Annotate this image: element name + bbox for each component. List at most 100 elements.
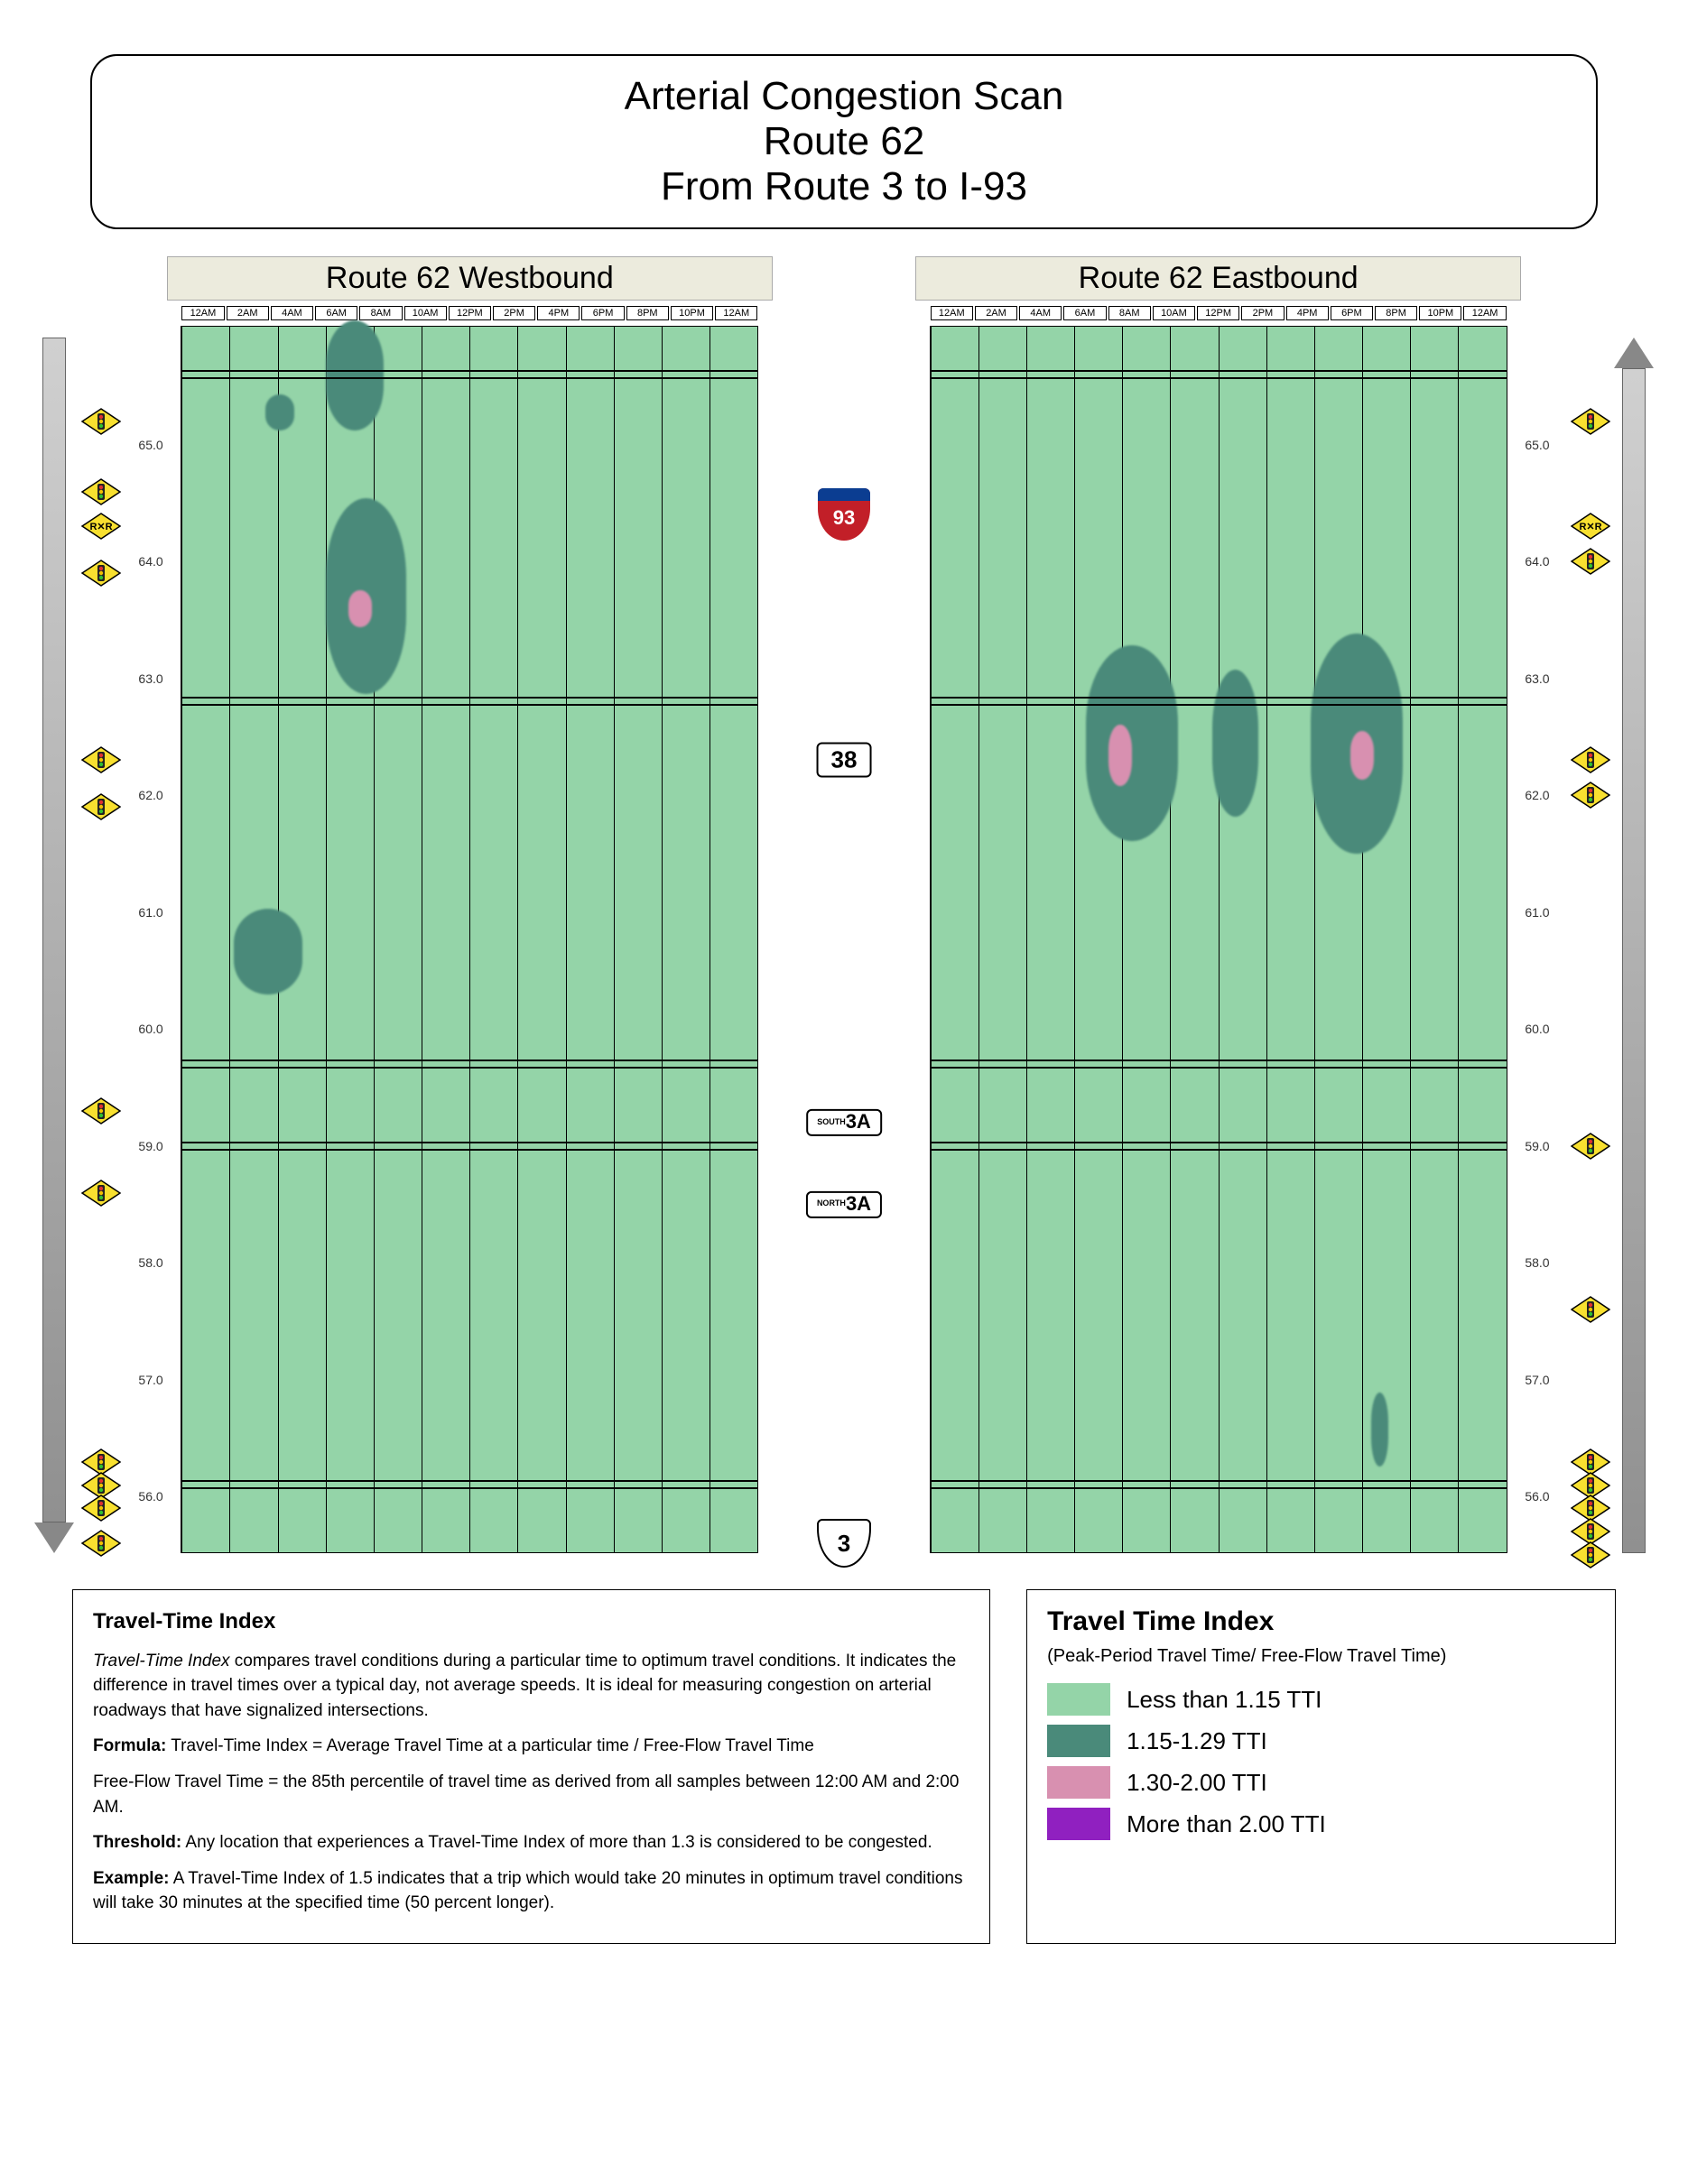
arrow-west bbox=[36, 256, 72, 1553]
route-badge-93: 93 bbox=[816, 486, 872, 542]
time-label: 12PM bbox=[449, 306, 491, 320]
y-tick-label: 62.0 bbox=[1525, 788, 1549, 802]
congestion-region bbox=[348, 590, 372, 627]
legend-swatch bbox=[1047, 1766, 1110, 1799]
traffic-signal-icon bbox=[81, 1495, 121, 1522]
legend-sub: (Peak-Period Travel Time/ Free-Flow Trav… bbox=[1047, 1646, 1595, 1667]
desc-p4: Threshold: Any location that experiences… bbox=[93, 1830, 969, 1855]
y-tick-label: 63.0 bbox=[1525, 671, 1549, 686]
legend-item: More than 2.00 TTI bbox=[1047, 1808, 1595, 1840]
description-box: Travel-Time Index Travel-Time Index comp… bbox=[72, 1589, 990, 1944]
time-axis-west: 12AM2AM4AM6AM8AM10AM12PM2PM4PM6PM8PM10PM… bbox=[181, 306, 758, 320]
time-axis-east: 12AM2AM4AM6AM8AM10AM12PM2PM4PM6PM8PM10PM… bbox=[930, 306, 1507, 320]
title-line3: From Route 3 to I-93 bbox=[110, 164, 1578, 209]
y-tick-label: 60.0 bbox=[1525, 1022, 1549, 1036]
railroad-icon: R✕R bbox=[81, 513, 121, 540]
title-line1: Arterial Congestion Scan bbox=[110, 74, 1578, 119]
legend-swatch bbox=[1047, 1725, 1110, 1757]
time-label: 8PM bbox=[626, 306, 669, 320]
congestion-region bbox=[1108, 725, 1132, 786]
time-label: 4AM bbox=[271, 306, 313, 320]
legend-label: More than 2.00 TTI bbox=[1127, 1810, 1326, 1838]
chart-west: Route 62 Westbound 12AM2AM4AM6AM8AM10AM1… bbox=[167, 256, 773, 1553]
arrow-up-icon bbox=[1614, 338, 1654, 368]
time-label: 12AM bbox=[931, 306, 973, 320]
title-line2: Route 62 bbox=[110, 119, 1578, 164]
traffic-signal-icon bbox=[1571, 782, 1610, 809]
time-label: 8PM bbox=[1375, 306, 1417, 320]
route-badge-3: 3 bbox=[817, 1519, 871, 1568]
signal-col-right: R✕R bbox=[1563, 256, 1616, 1553]
arrow-east bbox=[1616, 256, 1652, 1553]
traffic-signal-icon bbox=[81, 560, 121, 587]
congestion-region bbox=[326, 320, 384, 430]
y-tick-label: 56.0 bbox=[1525, 1489, 1549, 1504]
chart-east-title: Route 62 Eastbound bbox=[915, 256, 1521, 301]
traffic-signal-icon bbox=[1571, 408, 1610, 435]
chart-area-east bbox=[930, 326, 1507, 1553]
y-tick-label: 60.0 bbox=[138, 1022, 162, 1036]
legend-label: 1.30-2.00 TTI bbox=[1127, 1769, 1267, 1797]
time-label: 2PM bbox=[1241, 306, 1284, 320]
traffic-signal-icon bbox=[81, 746, 121, 773]
y-axis-right: 65.064.063.062.061.060.059.058.057.056.0 bbox=[1521, 256, 1562, 1553]
legend-heading: Travel Time Index bbox=[1047, 1606, 1595, 1637]
y-tick-label: 61.0 bbox=[1525, 905, 1549, 920]
time-label: 4AM bbox=[1019, 306, 1062, 320]
traffic-signal-icon bbox=[81, 1180, 121, 1207]
svg-text:R✕R: R✕R bbox=[89, 522, 112, 532]
legend-box: Travel Time Index (Peak-Period Travel Ti… bbox=[1026, 1589, 1616, 1944]
y-tick-label: 58.0 bbox=[1525, 1255, 1549, 1270]
footer: Travel-Time Index Travel-Time Index comp… bbox=[36, 1589, 1652, 1944]
route-badge-38: 38 bbox=[817, 743, 872, 778]
time-label: 8AM bbox=[359, 306, 402, 320]
title-box: Arterial Congestion Scan Route 62 From R… bbox=[90, 54, 1598, 229]
y-tick-label: 56.0 bbox=[138, 1489, 162, 1504]
desc-heading: Travel-Time Index bbox=[93, 1606, 969, 1638]
svg-text:R✕R: R✕R bbox=[1579, 522, 1601, 532]
time-label: 10PM bbox=[671, 306, 713, 320]
signal-col-left: R✕R bbox=[72, 256, 125, 1553]
traffic-signal-icon bbox=[81, 408, 121, 435]
congestion-region bbox=[234, 909, 303, 995]
center-route-col: 9338SOUTH3ANORTH3A3 bbox=[773, 256, 915, 1553]
time-label: 4PM bbox=[1286, 306, 1329, 320]
y-tick-label: 61.0 bbox=[138, 905, 162, 920]
time-label: 12AM bbox=[715, 306, 757, 320]
time-label: 8AM bbox=[1108, 306, 1151, 320]
traffic-signal-icon bbox=[1571, 746, 1610, 773]
congestion-region bbox=[1350, 731, 1374, 780]
y-tick-label: 62.0 bbox=[138, 788, 162, 802]
time-label: 10AM bbox=[404, 306, 447, 320]
y-tick-label: 65.0 bbox=[138, 438, 162, 452]
congestion-region bbox=[265, 394, 294, 431]
chart-east: Route 62 Eastbound 12AM2AM4AM6AM8AM10AM1… bbox=[915, 256, 1521, 1553]
desc-p3: Free-Flow Travel Time = the 85th percent… bbox=[93, 1770, 969, 1819]
traffic-signal-icon bbox=[81, 1097, 121, 1124]
route-badge-3A: NORTH3A bbox=[806, 1191, 882, 1218]
traffic-signal-icon bbox=[1571, 1541, 1610, 1569]
y-tick-label: 59.0 bbox=[138, 1139, 162, 1153]
y-tick-label: 57.0 bbox=[1525, 1373, 1549, 1387]
y-axis-left: 65.064.063.062.061.060.059.058.057.056.0 bbox=[125, 256, 166, 1553]
time-label: 6PM bbox=[1331, 306, 1373, 320]
desc-p1: Travel-Time Index compares travel condit… bbox=[93, 1649, 969, 1724]
time-label: 4PM bbox=[537, 306, 580, 320]
y-tick-label: 64.0 bbox=[138, 554, 162, 569]
congestion-region bbox=[1212, 670, 1258, 817]
traffic-signal-icon bbox=[1571, 1133, 1610, 1160]
y-tick-label: 58.0 bbox=[138, 1255, 162, 1270]
congestion-region bbox=[1086, 645, 1178, 841]
legend-swatch bbox=[1047, 1808, 1110, 1840]
chart-area-west bbox=[181, 326, 758, 1553]
legend-label: Less than 1.15 TTI bbox=[1127, 1686, 1322, 1714]
legend-item: 1.30-2.00 TTI bbox=[1047, 1766, 1595, 1799]
y-tick-label: 59.0 bbox=[1525, 1139, 1549, 1153]
y-tick-label: 63.0 bbox=[138, 671, 162, 686]
y-tick-label: 65.0 bbox=[1525, 438, 1549, 452]
arrow-down-icon bbox=[34, 1522, 74, 1553]
time-label: 6PM bbox=[581, 306, 624, 320]
time-label: 12AM bbox=[1463, 306, 1506, 320]
time-label: 10PM bbox=[1419, 306, 1461, 320]
route-badge-3A: SOUTH3A bbox=[806, 1109, 882, 1136]
